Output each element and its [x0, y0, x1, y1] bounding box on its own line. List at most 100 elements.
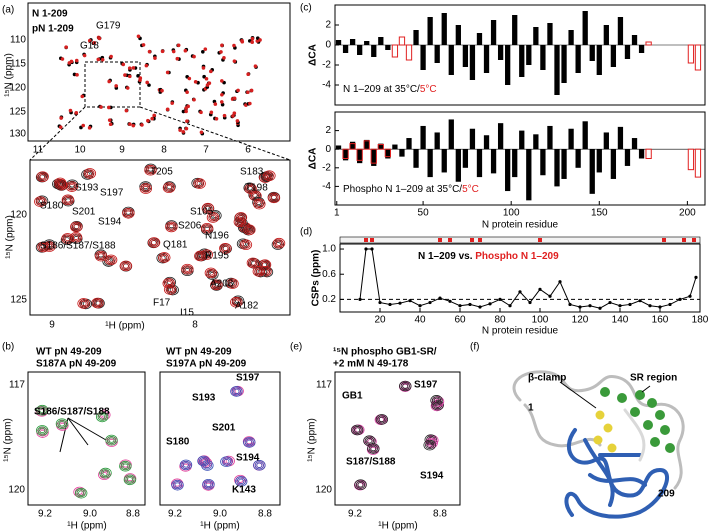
- y-tick-label: -4: [322, 80, 331, 91]
- peak-contour: [368, 444, 378, 453]
- peak-contour: [243, 224, 256, 236]
- peak-contour: [399, 380, 412, 392]
- peak: [74, 58, 79, 63]
- peak-contour: [37, 198, 44, 205]
- plot-frame: [334, 111, 706, 206]
- annotation: N 1–209 vs. Phospho N 1–209: [418, 251, 559, 262]
- peak-contour: [182, 462, 189, 468]
- peak: [220, 43, 224, 48]
- peak: [201, 50, 205, 54]
- peak: [185, 90, 189, 95]
- peak: [220, 102, 225, 107]
- peak: [92, 40, 97, 45]
- y-tick-label: 1.0: [322, 244, 336, 255]
- peak-contour: [249, 260, 256, 266]
- peak-contour: [36, 171, 49, 182]
- axis-label: ¹H (ppm): [105, 321, 144, 332]
- bar: [596, 149, 602, 173]
- peak: [107, 118, 112, 122]
- peak-contour: [39, 429, 46, 436]
- peak-contour: [105, 434, 118, 446]
- x-tick-label: 20: [374, 315, 386, 326]
- y-tick-label: 0.6: [322, 269, 336, 280]
- bar: [399, 149, 405, 157]
- x-tick-label: 50: [418, 208, 430, 219]
- peak-contour: [165, 285, 175, 294]
- peak-label: S197: [236, 373, 260, 384]
- x-tick-label: 150: [591, 208, 608, 219]
- peak-contour: [145, 166, 156, 175]
- bar: [568, 30, 574, 45]
- bar: [335, 145, 342, 150]
- bar: [357, 149, 363, 164]
- peak-contour: [367, 443, 380, 454]
- csp-point: [558, 280, 562, 284]
- peak: [209, 110, 214, 115]
- tick-label: 125: [9, 107, 26, 118]
- bar: [398, 36, 406, 46]
- peak-contour: [400, 382, 410, 391]
- csp-line: [359, 248, 697, 309]
- peak-contour: [248, 258, 258, 267]
- peak-contour: [202, 478, 215, 490]
- peak-contour: [264, 171, 275, 180]
- peak-label: N196: [205, 231, 229, 242]
- peak-contour: [350, 424, 364, 436]
- label: (e): [290, 342, 302, 353]
- peak: [203, 47, 208, 51]
- peak-contour: [174, 482, 181, 488]
- peak: [175, 56, 180, 61]
- peak: [145, 80, 149, 85]
- label: (b): [2, 342, 14, 353]
- peak-contour: [149, 238, 159, 247]
- annotation-part: Phospho N 1–209 at 35°C/: [343, 184, 462, 195]
- peak-contour: [58, 420, 65, 427]
- peak-contour: [431, 399, 444, 411]
- peak: [193, 80, 198, 84]
- peak-contour: [38, 242, 49, 251]
- csp-point: [688, 294, 692, 298]
- peak: [147, 49, 152, 54]
- peak-contour: [182, 265, 192, 274]
- peak: [152, 113, 156, 118]
- bar: [349, 39, 356, 45]
- axis-label: ¹H (ppm): [378, 521, 417, 532]
- peak-contour: [357, 481, 364, 488]
- peak-contour: [194, 250, 207, 262]
- peak-contour: [201, 202, 215, 214]
- csp-point: [418, 304, 422, 308]
- peak-label: S186/S187/S188: [34, 407, 110, 418]
- bar: [413, 149, 419, 168]
- peak-contour: [151, 239, 158, 246]
- peak: [232, 59, 237, 63]
- bar: [420, 125, 426, 150]
- peak-contour: [378, 416, 385, 423]
- csp-point: [438, 296, 442, 300]
- peak-contour: [125, 475, 135, 484]
- peak-contour: [123, 474, 137, 486]
- legend-entry: N 1-209: [32, 9, 68, 20]
- spectrum-frame: [334, 371, 461, 506]
- csp-point: [358, 297, 362, 302]
- peak-contour: [184, 266, 191, 272]
- bar: [497, 45, 504, 60]
- peak-contour: [37, 406, 47, 415]
- peak-contour: [37, 426, 47, 435]
- peak-contour: [269, 193, 279, 202]
- bar: [349, 143, 356, 150]
- bar: [342, 45, 349, 53]
- bar: [441, 149, 447, 173]
- peak-contour: [121, 261, 131, 270]
- legend-entry: pN 1-209: [32, 24, 74, 35]
- peak-label: F17: [153, 298, 171, 309]
- peak-contour: [126, 477, 133, 483]
- peak-contour: [76, 489, 86, 498]
- peak: [183, 48, 188, 53]
- peak: [246, 72, 250, 77]
- zoom-box: [84, 61, 141, 108]
- peak-contour: [242, 242, 249, 248]
- csp-point: [408, 299, 412, 303]
- bar: [540, 149, 546, 176]
- bar: [617, 126, 624, 150]
- peak-contour: [258, 259, 272, 271]
